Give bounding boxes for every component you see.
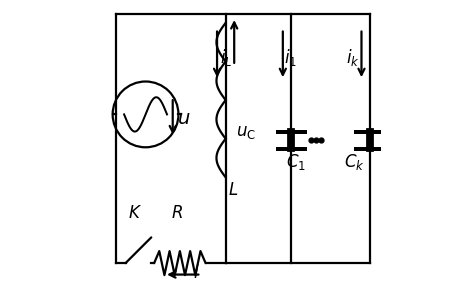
Text: $i_k$: $i_k$ (345, 47, 359, 68)
Text: $i_1$: $i_1$ (283, 47, 296, 68)
Text: $L$: $L$ (228, 182, 238, 199)
Text: $R$: $R$ (171, 204, 183, 222)
Text: $K$: $K$ (128, 204, 142, 222)
Text: $u_{\rm C}$: $u_{\rm C}$ (235, 124, 255, 142)
Text: $C_1$: $C_1$ (285, 152, 305, 172)
Text: $u$: $u$ (177, 110, 190, 128)
Text: $C_k$: $C_k$ (344, 152, 364, 172)
Text: $i_L$: $i_L$ (219, 47, 232, 68)
Text: $i$: $i$ (192, 264, 199, 282)
